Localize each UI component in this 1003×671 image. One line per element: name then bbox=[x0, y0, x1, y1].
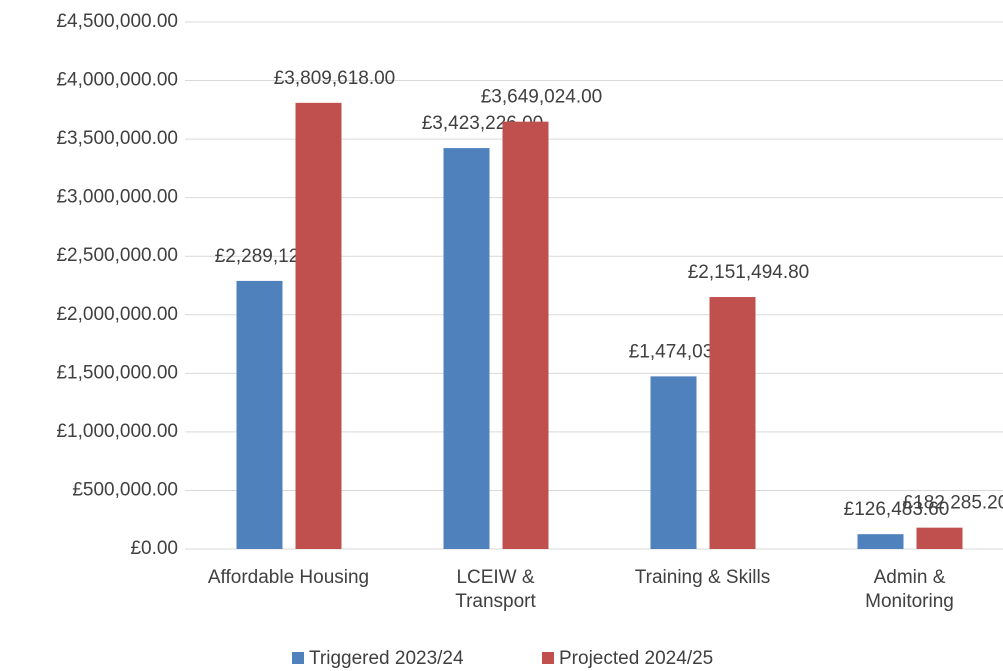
legend-swatch bbox=[542, 652, 554, 664]
data-label: £126,483.60 bbox=[844, 499, 950, 520]
bar bbox=[443, 148, 490, 549]
y-tick-label: £3,500,000.00 bbox=[56, 128, 178, 149]
y-tick-label: £2,000,000.00 bbox=[56, 304, 178, 325]
y-tick-label: £1,000,000.00 bbox=[56, 421, 178, 442]
bar bbox=[650, 376, 697, 549]
y-tick-label: £4,500,000.00 bbox=[56, 11, 178, 32]
x-tick-label: Training & Skills bbox=[634, 567, 771, 588]
bar bbox=[857, 534, 904, 549]
y-tick-label: £2,500,000.00 bbox=[56, 245, 178, 266]
x-tick-label: Affordable Housing bbox=[207, 567, 370, 588]
x-tick-label: LCEIW & Transport bbox=[455, 567, 536, 612]
y-tick-label: £500,000.00 bbox=[72, 479, 178, 500]
y-tick-label: £3,000,000.00 bbox=[56, 187, 178, 208]
y-tick-label: £4,000,000.00 bbox=[56, 70, 178, 91]
bar bbox=[295, 102, 342, 549]
bar bbox=[709, 297, 756, 549]
y-tick-label: £0.00 bbox=[130, 538, 178, 559]
x-tick-label: Admin & Monitoring bbox=[865, 567, 954, 612]
bar bbox=[502, 121, 549, 549]
bar bbox=[236, 280, 283, 549]
legend-label: Projected 2024/25 bbox=[559, 648, 713, 669]
legend-label: Triggered 2023/24 bbox=[309, 648, 464, 669]
legend-swatch bbox=[292, 652, 304, 664]
data-label: £2,151,494.80 bbox=[688, 262, 810, 283]
data-label: £182,285.20 bbox=[903, 493, 1003, 514]
data-label: £3,809,618.00 bbox=[274, 68, 396, 89]
bar bbox=[916, 527, 963, 549]
y-tick-label: £1,500,000.00 bbox=[56, 362, 178, 383]
data-label: £3,649,024.00 bbox=[481, 87, 603, 108]
